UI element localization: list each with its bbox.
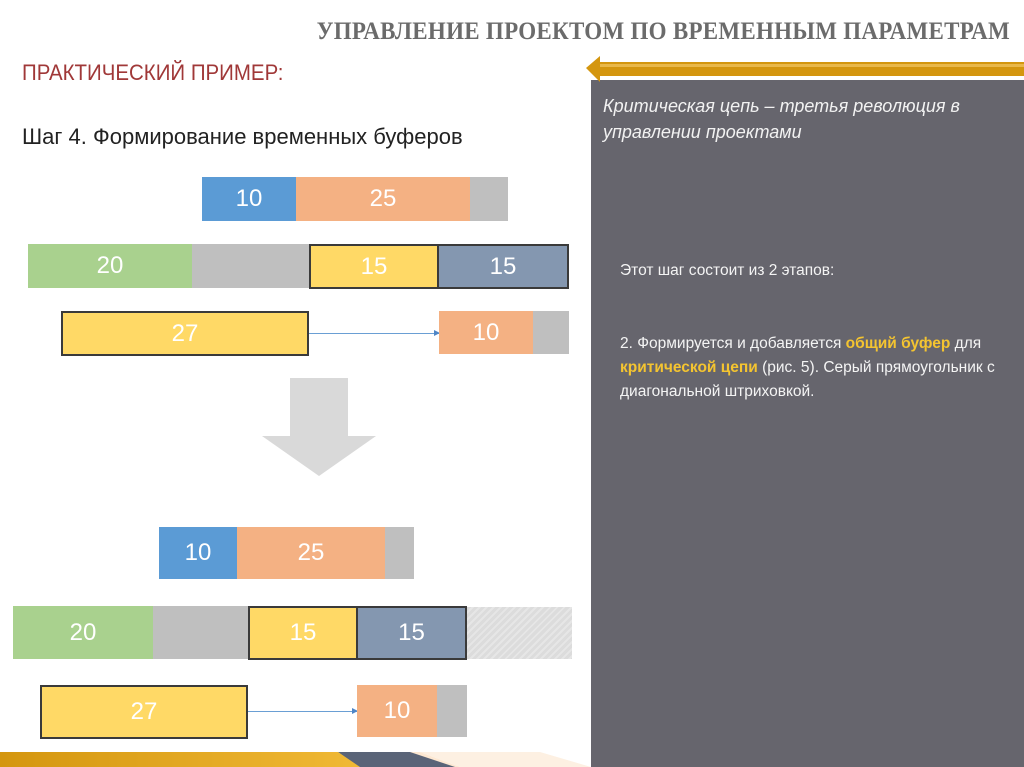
buffer-bar <box>192 244 309 288</box>
item-suffix: (рис. 5). <box>757 359 820 376</box>
dependency-arrow <box>309 330 440 336</box>
task-bar: 25 <box>296 177 470 221</box>
task-bar: 25 <box>237 527 385 579</box>
buffer-bar <box>153 606 248 659</box>
critical-task-bar: 27 <box>61 311 309 356</box>
slide-title: УПРАВЛЕНИЕ ПРОЕКТОМ ПО ВРЕМЕННЫМ ПАРАМЕТ… <box>316 18 1011 45</box>
footer-decoration <box>0 752 591 767</box>
highlight-common-buffer: общий буфер <box>845 335 951 352</box>
task-bar: 20 <box>13 606 153 659</box>
buffer-bar <box>470 177 508 221</box>
left-arrow-bar-icon <box>586 56 1024 82</box>
critical-task-bar: 15 <box>356 606 467 660</box>
section-subtitle: ПРАКТИЧЕСКИЙ ПРИМЕР: <box>22 60 284 85</box>
task-bar: 10 <box>357 685 437 737</box>
highlight-critical-chain: критической цепи <box>620 359 758 376</box>
buffer-bar <box>533 311 569 354</box>
critical-task-bar: 27 <box>40 685 248 739</box>
critical-task-bar: 15 <box>309 244 439 289</box>
buffer-bar <box>385 527 414 579</box>
panel-quote: Критическая цепь – третья революция в уп… <box>603 96 960 142</box>
panel-item-2: 2. Формируется и добавляется общий буфер… <box>620 332 1000 404</box>
task-bar: 10 <box>202 177 296 221</box>
item-mid: для <box>950 335 982 352</box>
down-arrow-icon <box>262 378 376 476</box>
item-prefix: 2. Формируется и добавляется <box>620 335 846 352</box>
buffer-bar <box>437 685 467 737</box>
critical-task-bar: 15 <box>248 606 358 660</box>
common-buffer-bar <box>467 607 572 659</box>
critical-task-bar: 15 <box>437 244 569 289</box>
task-bar: 10 <box>159 527 237 579</box>
task-bar: 10 <box>439 311 533 354</box>
info-panel <box>591 80 1024 767</box>
dependency-arrow <box>248 708 358 714</box>
panel-intro: Этот шаг состоит из 2 этапов: <box>620 262 835 279</box>
task-bar: 20 <box>28 244 192 288</box>
step-title: Шаг 4. Формирование временных буферов <box>22 124 463 149</box>
item-line2: Серый прямоугольник с диагональной штрих… <box>620 359 995 400</box>
